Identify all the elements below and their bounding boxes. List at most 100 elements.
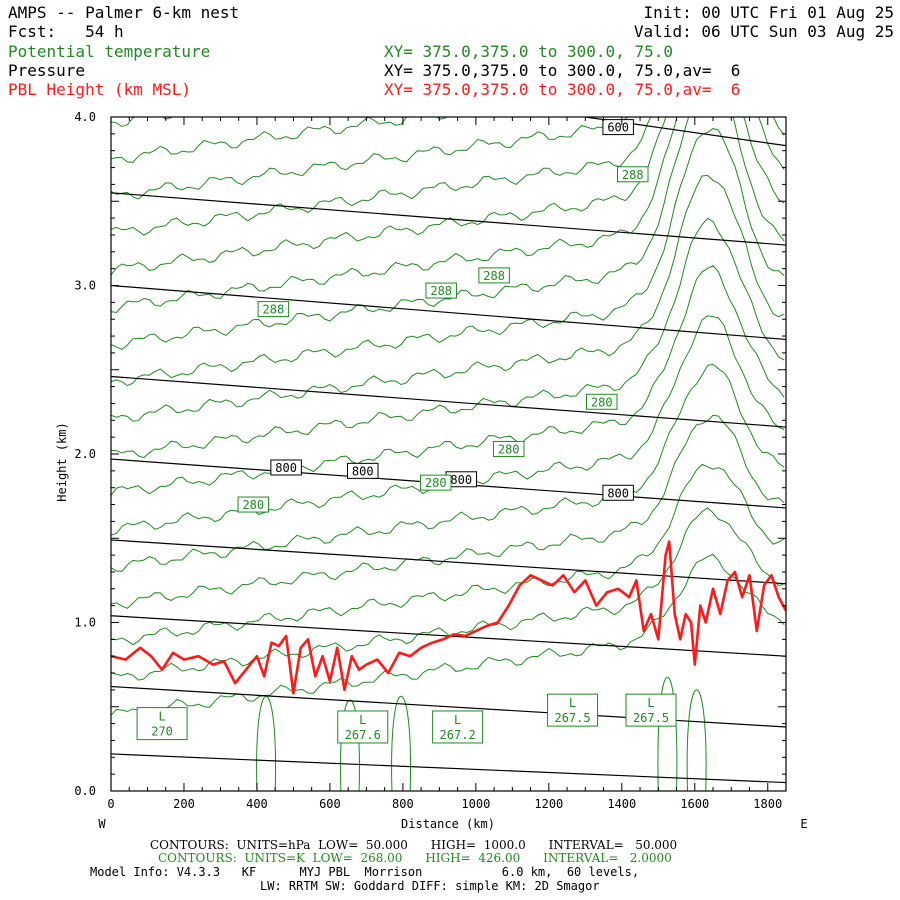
low-center-letter: L [359, 713, 366, 727]
x-tick-label: 1400 [607, 797, 636, 811]
isobar-line [111, 539, 786, 585]
x-axis-label: Distance (km) [401, 817, 495, 831]
field-label-pressure: Pressure [8, 61, 86, 80]
theta-label: 280 [419, 474, 452, 491]
x-tick-label: 1600 [680, 797, 709, 811]
theta-contour [111, 265, 785, 496]
theta-label-text: 280 [498, 442, 520, 456]
theta-contour [111, 117, 785, 314]
footer-k-contours: CONTOURS: UNITS=K LOW= 268.00 HIGH= 426.… [158, 851, 672, 865]
west-label: W [98, 817, 106, 831]
theta-contour [111, 414, 785, 609]
low-center-value: 267.5 [633, 711, 669, 725]
pbl-height-series [111, 540, 786, 695]
low-center-value: 270 [151, 725, 173, 739]
field-xy-pressure: XY= 375.0,375.0 to 300.0, 75.0,av= 6 [384, 61, 741, 80]
isobar-line [111, 375, 786, 428]
axes: 0 200 400 600 800 1000 1200 1400 1600 1800 0.0 1.0 2… [74, 110, 787, 811]
theta-label: 280 [237, 496, 270, 513]
low-center-letter: L [569, 696, 576, 710]
valid-time: Valid: 06 UTC Sun 03 Aug 25 [633, 22, 894, 41]
theta-label: 280 [492, 440, 525, 457]
x-tick-label: 800 [392, 797, 414, 811]
low-center-value: 267.6 [345, 728, 381, 742]
low-center-letter: L [647, 696, 654, 710]
low-center-letter: L [158, 710, 165, 724]
x-tick-label: 1800 [753, 797, 782, 811]
footer-hpa-contours: CONTOURS: UNITS=hPa LOW= 50.000 HIGH= 10… [150, 838, 678, 852]
field-label-pbl: PBL Height (km MSL) [8, 80, 192, 99]
pressure-label: 800 [270, 459, 302, 476]
isobar-line [111, 284, 786, 341]
theta-contour [111, 507, 785, 681]
field-label-theta: Potential temperature [8, 42, 211, 61]
field-xy-theta: XY= 375.0,375.0 to 300.0, 75.0 [384, 42, 673, 61]
y-tick-label: 4.0 [74, 110, 96, 124]
theta-contour [391, 696, 412, 791]
x-tick-label: 400 [246, 797, 268, 811]
low-center-letter: L [454, 713, 461, 727]
forecast-hour: Fcst: 54 h [8, 22, 124, 41]
pressure-label: 600 [602, 119, 634, 136]
y-axis-label: Height (km) [55, 422, 69, 501]
theta-contour [686, 689, 707, 791]
pressure-label: 800 [602, 484, 634, 501]
theta-label-text: 288 [622, 168, 644, 182]
plot-title: AMPS -- Palmer 6-km nest [8, 3, 240, 22]
pressure-label-text: 800 [450, 473, 472, 487]
init-time: Init: 00 UTC Fri 01 Aug 25 [643, 3, 894, 22]
theta-contour [111, 117, 448, 163]
theta-contour [111, 0, 784, 90]
theta-label-text: 288 [430, 284, 452, 298]
x-tick-label: 1200 [534, 797, 563, 811]
y-tick-label: 2.0 [74, 447, 96, 461]
theta-contour [111, 174, 785, 422]
theta-contour [111, 217, 785, 459]
theta-contour [657, 677, 678, 791]
isobar-line [111, 192, 786, 246]
pbl-height-line [111, 540, 786, 695]
pressure-label-text: 800 [275, 461, 297, 475]
theta-label-text: 280 [242, 498, 264, 512]
theta-contour [111, 553, 785, 717]
theta-label: 288 [617, 166, 649, 183]
pressure-label: 800 [347, 462, 379, 479]
potential-temperature-contours [111, 0, 785, 791]
x-tick-label: 600 [319, 797, 341, 811]
theta-label-text: 280 [591, 395, 613, 409]
theta-contour [111, 117, 174, 128]
x-tick-label: 1000 [461, 797, 490, 811]
footer-physics: LW: RRTM SW: Goddard DIFF: simple KM: 2D… [260, 879, 600, 893]
pressure-label-text: 800 [352, 464, 374, 478]
theta-label: 280 [585, 393, 618, 410]
theta-label-text: 288 [263, 303, 285, 317]
y-tick-label: 0.0 [74, 784, 96, 798]
theta-contour [111, 463, 785, 646]
theta-contour [256, 696, 277, 791]
theta-contour [111, 117, 630, 200]
isobar-line [111, 753, 786, 784]
low-center-value: 267.2 [440, 728, 476, 742]
theta-label: 288 [478, 267, 510, 284]
theta-contour [111, 315, 785, 536]
theta-contour [111, 128, 785, 387]
footer-model-info: Model Info: V4.3.3 KF MYJ PBL Morrison 6… [90, 865, 640, 879]
pressure-label: 800 [445, 471, 478, 488]
theta-label-text: 280 [425, 476, 447, 490]
east-label: E [800, 817, 807, 831]
theta-contour [111, 117, 785, 236]
low-center-value: 267.5 [554, 711, 590, 725]
theta-label-text: 288 [483, 269, 505, 283]
pressure-label-text: 800 [607, 486, 629, 500]
x-tick-label: 0 [107, 797, 114, 811]
y-tick-label: 3.0 [74, 279, 96, 293]
y-tick-label: 1.0 [74, 616, 96, 630]
x-tick-label: 200 [173, 797, 195, 811]
theta-label: 288 [425, 282, 457, 299]
